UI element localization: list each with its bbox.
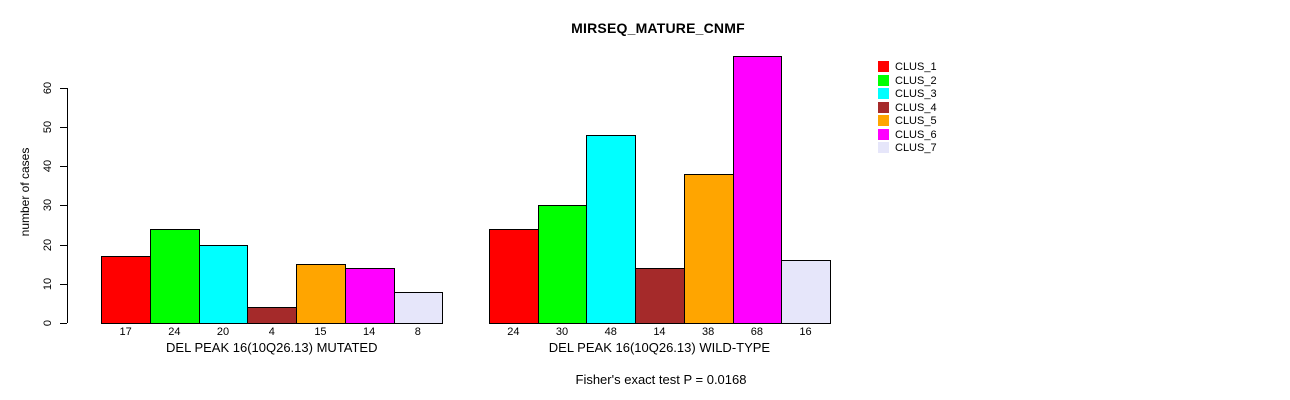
legend-label-clus_4: CLUS_4 bbox=[895, 101, 937, 114]
y-axis-tick-label: 20 bbox=[42, 238, 54, 251]
y-axis-tick bbox=[60, 323, 67, 324]
bar-value-label: 30 bbox=[555, 326, 569, 338]
y-axis-tick bbox=[60, 283, 67, 285]
bar-clus_5-group2 bbox=[684, 174, 734, 324]
y-axis-tick-label: 10 bbox=[42, 277, 54, 290]
y-axis-tick-label: 30 bbox=[42, 199, 54, 212]
y-axis-tick bbox=[60, 87, 67, 89]
legend-label-clus_3: CLUS_3 bbox=[895, 88, 937, 100]
legend-swatch-clus_2 bbox=[878, 74, 889, 86]
y-axis-tick-label: 50 bbox=[42, 120, 54, 134]
y-axis-label: number of cases bbox=[18, 147, 32, 237]
y-axis-tick-label: 60 bbox=[42, 81, 54, 94]
bar-clus_1-group2 bbox=[489, 229, 539, 324]
legend-label-clus_5: CLUS_5 bbox=[895, 115, 937, 127]
legend-swatch-clus_3 bbox=[878, 88, 889, 99]
legend-label-clus_2: CLUS_2 bbox=[895, 74, 937, 87]
bar-value-label: 14 bbox=[653, 326, 666, 338]
bar-value-label: 48 bbox=[604, 326, 617, 338]
bar-value-label: 20 bbox=[216, 326, 230, 338]
bar-clus_4-group1 bbox=[247, 307, 297, 324]
legend-swatch-clus_4 bbox=[878, 101, 889, 113]
x-axis-group-label: DEL PEAK 16(10Q26.13) WILD-TYPE bbox=[548, 340, 771, 355]
bar-value-label: 17 bbox=[119, 326, 132, 338]
bar-value-label: 38 bbox=[702, 326, 715, 338]
y-axis-tick-label: 40 bbox=[42, 160, 54, 173]
bar-clus_5-group1 bbox=[296, 264, 346, 324]
y-axis-line bbox=[67, 87, 68, 323]
bar-value-label: 68 bbox=[750, 326, 763, 338]
bar-clus_7-group2 bbox=[781, 260, 831, 324]
bar-clus_3-group2 bbox=[586, 135, 636, 324]
y-axis-tick bbox=[60, 244, 67, 246]
legend-label-clus_1: CLUS_1 bbox=[895, 61, 937, 73]
legend-swatch-clus_1 bbox=[878, 61, 889, 72]
legend-label-clus_7: CLUS_7 bbox=[895, 142, 937, 154]
bar-value-label: 14 bbox=[363, 326, 376, 338]
bar-clus_3-group1 bbox=[199, 245, 248, 324]
y-axis-tick-label: 0 bbox=[42, 319, 54, 327]
legend-swatch-clus_6 bbox=[878, 128, 889, 140]
y-axis-tick bbox=[60, 166, 67, 168]
bar-value-label: 24 bbox=[168, 326, 181, 338]
bar-clus_6-group2 bbox=[733, 56, 782, 324]
bar-value-label: 24 bbox=[507, 326, 520, 338]
x-axis-group-label: DEL PEAK 16(10Q26.13) MUTATED bbox=[166, 340, 378, 355]
bar-clus_6-group1 bbox=[345, 268, 395, 324]
y-axis-tick bbox=[60, 205, 67, 207]
annotation-text: Fisher's exact test P = 0.0168 bbox=[575, 372, 747, 387]
bar-value-label: 16 bbox=[799, 326, 812, 338]
bar-value-label: 15 bbox=[314, 326, 327, 338]
bar-clus_1-group1 bbox=[101, 256, 151, 324]
bar-value-label: 4 bbox=[268, 326, 275, 338]
legend-swatch-clus_7 bbox=[878, 142, 889, 153]
y-axis-tick bbox=[60, 127, 67, 128]
bar-clus_2-group2 bbox=[538, 205, 587, 324]
bar-value-label: 8 bbox=[414, 326, 421, 338]
bar-clus_4-group2 bbox=[635, 268, 685, 324]
bar-clus_2-group1 bbox=[150, 229, 200, 324]
bar-clus_7-group1 bbox=[394, 292, 443, 324]
legend-label-clus_6: CLUS_6 bbox=[895, 128, 937, 141]
legend-swatch-clus_5 bbox=[878, 115, 889, 126]
chart-title: MIRSEQ_MATURE_CNMF bbox=[571, 20, 745, 36]
